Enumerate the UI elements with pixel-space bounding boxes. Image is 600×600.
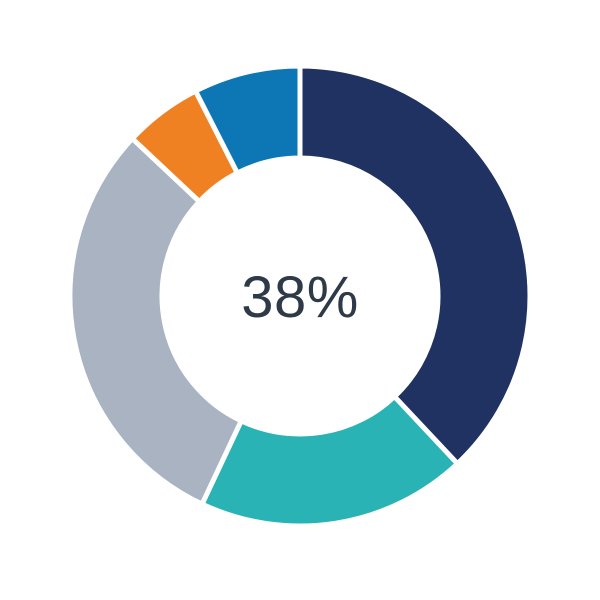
donut-segment-blue[interactable] bbox=[192, 63, 303, 177]
donut-center-value: 38% bbox=[241, 265, 359, 330]
donut-segment-teal[interactable] bbox=[198, 393, 461, 529]
donut-segment-gray[interactable] bbox=[67, 135, 245, 508]
donut-segment-navy[interactable] bbox=[297, 63, 533, 468]
